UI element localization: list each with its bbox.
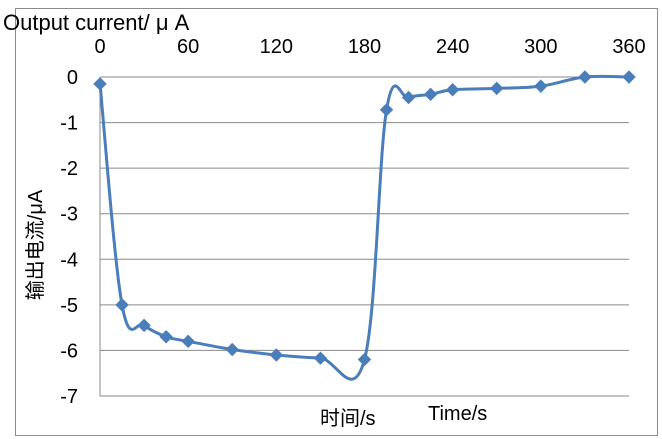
gridlines (99, 76, 629, 397)
data-point-marker (423, 87, 438, 102)
data-point-marker (490, 81, 504, 96)
data-point-marker (357, 352, 372, 367)
y-axis-label: 输出电流/μA (24, 189, 47, 300)
y-tick-label: -7 (60, 386, 78, 408)
data-point-marker (445, 83, 460, 97)
y-tick-label: -2 (60, 158, 78, 180)
y-tick-label: -5 (60, 295, 78, 317)
x-tick-label: 60 (177, 36, 199, 58)
data-point-marker (137, 318, 151, 333)
y-tick-label: -4 (60, 249, 78, 271)
series-markers (93, 70, 636, 367)
x-tick-label: 120 (260, 36, 293, 58)
data-point-marker (159, 330, 173, 344)
data-point-marker (313, 351, 328, 365)
data-point-marker (379, 103, 394, 117)
data-point-marker (93, 77, 107, 91)
data-point-marker (115, 298, 129, 312)
y-tick-labels: 0 -1 -2 -3 -4 -5 -6 -7 (60, 67, 78, 408)
data-point-marker (225, 342, 239, 357)
y-tick-label: -1 (60, 113, 78, 135)
data-point-marker (578, 70, 592, 84)
y-tick-label: -6 (60, 340, 78, 362)
x-tick-label: 240 (436, 36, 469, 58)
x-tick-labels: 0 60 120 180 240 300 360 (94, 36, 645, 58)
x-tick-label: 0 (94, 36, 105, 58)
x-axis-label-en: Time/s (428, 403, 487, 425)
data-point-marker (401, 90, 416, 105)
data-point-marker (269, 348, 284, 362)
y-tick-label: -3 (60, 204, 78, 226)
x-tick-label: 360 (612, 36, 645, 58)
data-point-marker (622, 70, 636, 84)
x-tick-label: 180 (348, 36, 381, 58)
data-point-marker (181, 334, 195, 349)
chart-title: Output current/ μ A (3, 10, 190, 35)
y-tick-label: 0 (67, 67, 78, 89)
series-line (98, 74, 630, 381)
data-point-marker (534, 79, 548, 93)
x-axis-label-cn: 时间/s (320, 407, 376, 430)
x-tick-label: 300 (524, 36, 557, 58)
chart-frame (15, 8, 658, 436)
